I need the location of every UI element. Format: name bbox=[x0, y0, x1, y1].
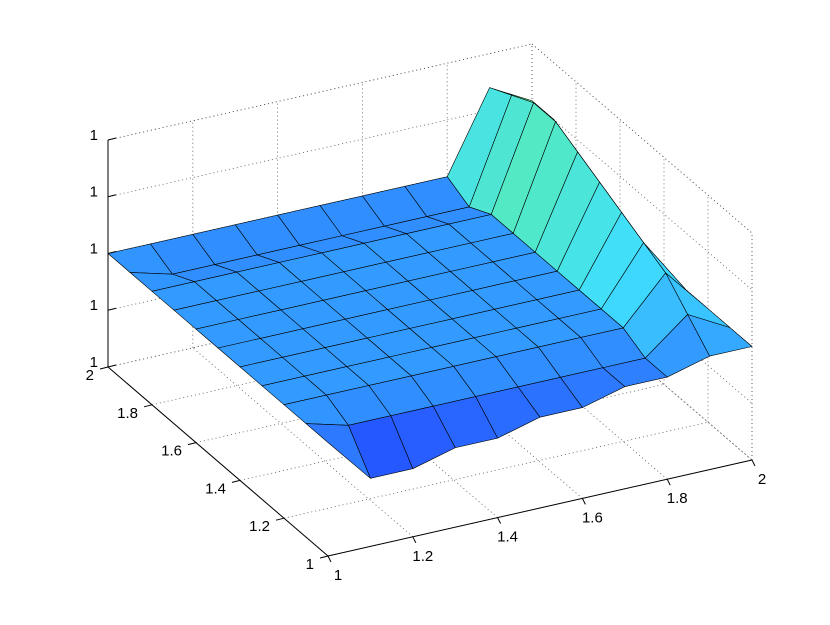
y-axis bbox=[107, 366, 329, 557]
z-tick-label: 1 bbox=[90, 354, 98, 371]
x-tick bbox=[751, 459, 756, 467]
z-tick-label: 1 bbox=[90, 184, 98, 201]
x-tick bbox=[327, 555, 332, 563]
x-tick-label: 2 bbox=[758, 471, 766, 488]
x-tick-label: 1.4 bbox=[497, 529, 518, 546]
z-tick bbox=[107, 307, 117, 311]
z-tick bbox=[107, 137, 117, 141]
grid-line bbox=[195, 346, 621, 443]
box-edge bbox=[107, 43, 533, 141]
surface-patch bbox=[305, 423, 371, 479]
x-tick-label: 1.8 bbox=[667, 490, 688, 507]
grid-line bbox=[107, 43, 533, 141]
y-tick-label: 1.6 bbox=[161, 443, 182, 460]
y-tick bbox=[99, 366, 109, 370]
x-tick bbox=[497, 517, 502, 524]
y-tick bbox=[187, 442, 197, 446]
x-tick-label: 1.6 bbox=[582, 509, 603, 526]
x-tick bbox=[666, 478, 671, 486]
grid-line bbox=[446, 289, 668, 480]
grid-line bbox=[192, 347, 414, 538]
x-tick bbox=[581, 498, 586, 505]
grid-line bbox=[531, 43, 753, 234]
grid-line bbox=[107, 100, 533, 198]
x-tick bbox=[412, 536, 417, 544]
y-tick-label: 1 bbox=[306, 556, 314, 573]
z-tick bbox=[107, 364, 117, 368]
y-tick bbox=[231, 479, 241, 483]
z-tick-label: 1 bbox=[90, 127, 98, 144]
y-tick-label: 1.4 bbox=[205, 480, 226, 497]
x-tick-label: 1 bbox=[334, 567, 342, 584]
grid-line bbox=[531, 270, 753, 461]
x-axis bbox=[327, 459, 753, 557]
z-tick-label: 1 bbox=[90, 240, 98, 257]
y-tick bbox=[143, 404, 153, 408]
surface bbox=[107, 87, 753, 479]
y-tick bbox=[319, 555, 329, 559]
grid-line bbox=[362, 309, 583, 499]
grid-line bbox=[283, 421, 709, 519]
z-tick bbox=[107, 251, 117, 254]
grid-line bbox=[239, 384, 665, 481]
grid-line bbox=[277, 328, 498, 518]
x-tick-label: 1.2 bbox=[412, 548, 433, 565]
grid-line bbox=[151, 308, 577, 406]
z-tick bbox=[107, 194, 117, 198]
y-tick-label: 1.8 bbox=[117, 405, 138, 422]
y-tick-label: 1.2 bbox=[249, 518, 270, 535]
z-tick-label: 1 bbox=[90, 297, 98, 314]
grid-line bbox=[107, 270, 533, 368]
y-tick bbox=[275, 517, 285, 521]
grid-line bbox=[531, 100, 753, 291]
y-tick-label: 2 bbox=[86, 367, 94, 384]
